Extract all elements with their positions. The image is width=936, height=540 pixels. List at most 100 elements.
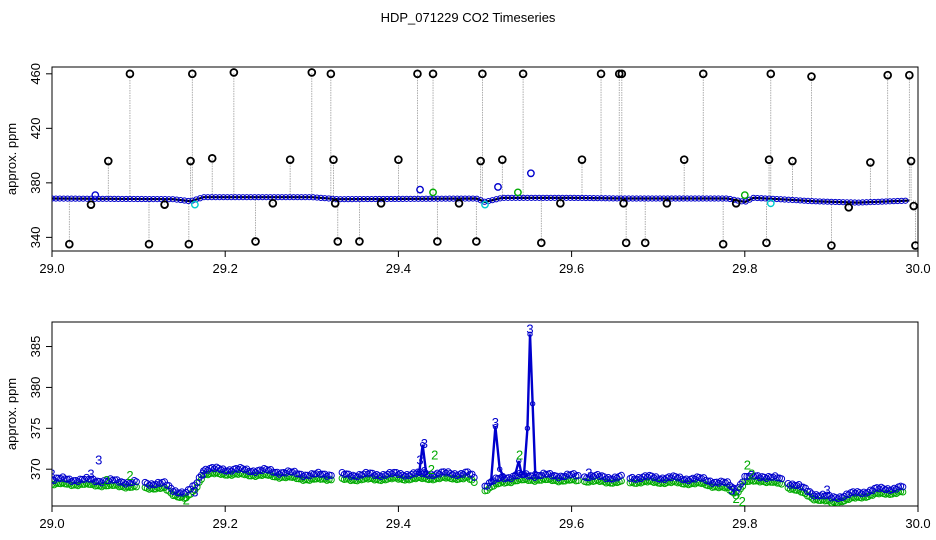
spike-point <box>478 69 487 79</box>
spike-point <box>394 155 403 164</box>
spike-point <box>596 69 606 79</box>
blue-point <box>161 478 169 486</box>
baseline-point <box>672 195 679 202</box>
spike-point <box>617 69 627 79</box>
baseline-point <box>882 198 890 205</box>
baseline-point <box>204 194 211 201</box>
baseline-point <box>461 195 469 202</box>
baseline-point <box>235 194 243 201</box>
spike-point <box>883 70 892 80</box>
spike-trace <box>417 444 428 474</box>
blue-point <box>767 473 775 481</box>
flag-label: 3 <box>199 466 206 481</box>
spike-point <box>186 156 195 166</box>
blue-point <box>273 468 281 476</box>
blue-point <box>128 479 136 487</box>
blue-point <box>152 480 160 488</box>
baseline-point <box>83 195 91 202</box>
blue-point <box>345 470 353 478</box>
blue-point <box>401 472 409 480</box>
spike-point <box>698 69 708 79</box>
x-tick-label: 29.0 <box>39 261 64 276</box>
flag-label: 3 <box>823 483 830 498</box>
blue-point <box>797 483 805 491</box>
blue-point <box>338 468 346 476</box>
baseline-point <box>500 194 508 201</box>
blue-point <box>407 471 415 479</box>
baseline-point <box>169 196 176 203</box>
spike-point <box>619 198 628 208</box>
baseline-point <box>758 195 765 202</box>
baseline-point <box>723 195 730 202</box>
baseline-point <box>173 196 180 203</box>
spike-point <box>518 69 528 79</box>
spike-trace <box>522 334 537 476</box>
baseline-point <box>602 195 609 202</box>
baseline-point <box>107 195 114 202</box>
baseline-point <box>649 195 656 202</box>
flag-label: 2 <box>183 492 190 507</box>
baseline-point <box>777 196 784 203</box>
baseline-point <box>232 194 239 201</box>
blue-point <box>819 490 827 498</box>
spike-point <box>827 241 836 250</box>
spike-point <box>500 473 506 479</box>
baseline-point <box>294 194 301 201</box>
green-point <box>221 471 229 479</box>
baseline-point <box>801 197 808 204</box>
baseline-point <box>255 194 262 201</box>
baseline-point <box>754 194 761 202</box>
y-tick-label: 460 <box>28 63 43 85</box>
blue-point <box>806 488 814 496</box>
baseline-point <box>263 194 270 201</box>
y-tick-label: 370 <box>28 458 43 480</box>
x-tick-label: 29.2 <box>213 261 238 276</box>
baseline-point <box>251 194 258 201</box>
spike-point <box>532 470 538 476</box>
baseline-point <box>886 198 893 205</box>
spike-point <box>428 69 438 79</box>
baseline-point <box>200 194 208 201</box>
baseline-point <box>52 195 56 202</box>
blue-point <box>749 472 757 480</box>
baseline-point <box>391 195 399 203</box>
blue-point <box>585 474 593 482</box>
blue-point <box>282 469 290 477</box>
baseline-point <box>306 194 313 201</box>
spike-point <box>144 239 154 249</box>
baseline-point <box>130 195 137 203</box>
baseline-point <box>146 195 153 203</box>
x-tick-label: 30.0 <box>905 261 930 276</box>
blue-point <box>574 471 582 479</box>
spike-point <box>285 155 295 164</box>
blue-point <box>132 478 140 486</box>
blue-point <box>643 473 651 481</box>
baseline-point <box>551 194 558 201</box>
baseline-point <box>719 195 726 202</box>
blue-point <box>245 467 253 475</box>
baseline-point <box>528 194 535 201</box>
blue-point <box>438 468 446 476</box>
blue-point <box>384 470 392 478</box>
spike-point <box>905 70 914 80</box>
spike-point <box>621 238 631 248</box>
baseline-point <box>625 195 632 202</box>
baseline-point <box>196 195 204 202</box>
spike-point <box>764 155 774 164</box>
spike-point <box>307 68 317 77</box>
green-point <box>808 494 816 502</box>
baseline-point <box>337 196 344 203</box>
baseline-point <box>356 195 363 203</box>
baseline-point <box>629 195 636 202</box>
baseline-point <box>364 195 371 203</box>
baseline-point <box>664 195 671 202</box>
baseline-point <box>785 196 792 203</box>
x-tick-label: 29.6 <box>559 261 584 276</box>
blue-point <box>771 472 779 480</box>
y-tick-label: 385 <box>28 336 43 358</box>
baseline-point <box>606 195 613 202</box>
spike-point <box>498 155 507 164</box>
baseline-point <box>524 194 531 201</box>
baseline-point <box>181 197 188 204</box>
blue-point <box>306 472 314 480</box>
